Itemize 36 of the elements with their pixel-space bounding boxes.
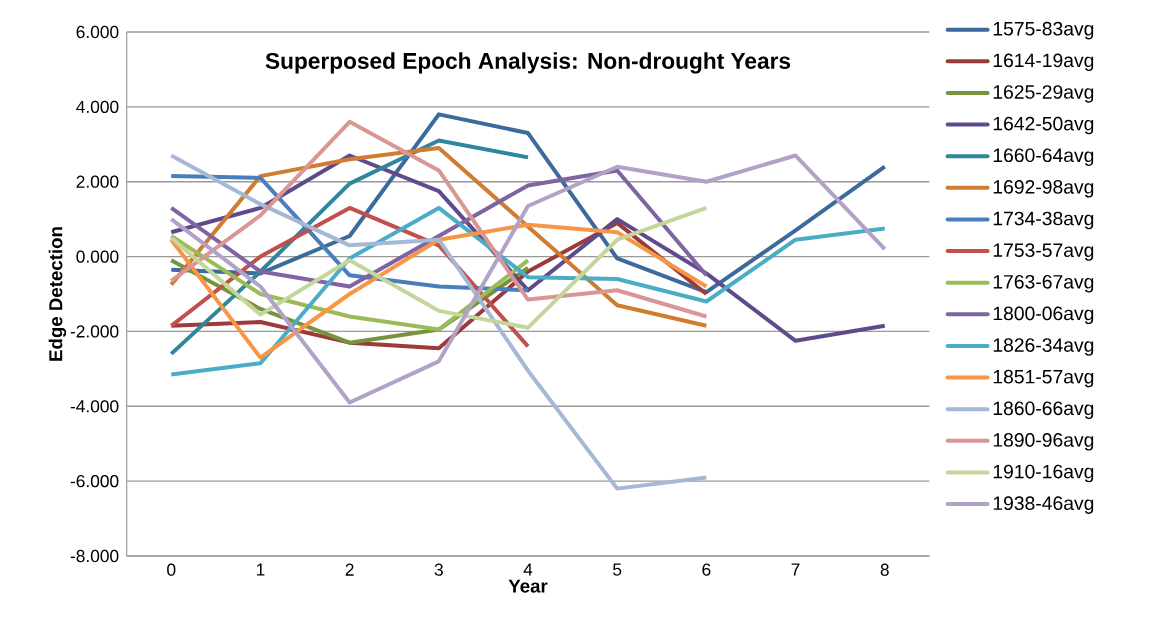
legend-label: 1614-19avg [993,53,1094,72]
legend-label: 1575-83avg [993,21,1094,40]
legend-label: 1734-38avg [993,211,1094,230]
legend-label: 1851-57avg [993,369,1094,388]
x-tick-label: 2 [345,563,354,576]
x-tick-label: 4 [523,563,533,576]
legend-label: 1800-06avg [993,306,1094,325]
x-tick-label: 6 [702,563,711,576]
x-tick-label: 5 [613,563,622,576]
x-axis-title: Year [508,579,548,593]
legend-label: 1938-46avg [993,496,1094,514]
y-tick-label: -4.000 [70,400,119,413]
legend-label: 1763-67avg [993,274,1094,293]
y-tick-label: -2.000 [70,325,119,338]
legend-label: 1753-57avg [993,243,1094,261]
x-tick-label: 7 [791,563,800,576]
legend-label: 1692-98avg [993,180,1094,198]
x-tick-label: 0 [167,563,176,576]
legend-label: 1660-64avg [993,148,1094,166]
y-tick-label: 6.000 [76,25,119,39]
y-tick-label: 4.000 [76,100,119,113]
legend-label: 1826-34avg [993,338,1094,356]
y-axis-title: Edge Detection [48,227,67,361]
legend-label: 1642-50avg [993,116,1094,135]
y-tick-label: -8.000 [70,549,119,563]
legend-label: 1910-16avg [993,464,1094,483]
y-tick-label: 0.000 [76,250,119,263]
y-tick-label: 2.000 [76,175,119,188]
y-tick-label: -6.000 [70,475,119,488]
x-tick-label: 1 [256,563,265,576]
legend-label: 1860-66avg [993,401,1094,419]
text: Superposed Epoch Analysis: Non-drought Years [265,52,791,74]
x-tick-label: 8 [880,563,889,576]
legend-label: 1890-96avg [993,433,1094,451]
x-tick-label: 3 [434,563,443,576]
legend-label: 1625-29avg [993,85,1094,103]
